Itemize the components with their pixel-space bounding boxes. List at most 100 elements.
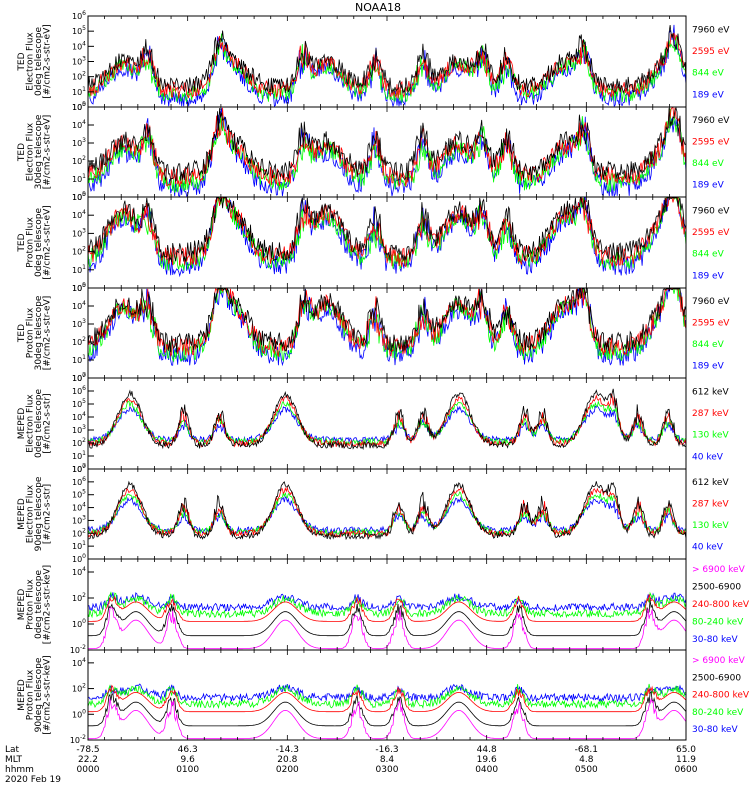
y-tick-label: 102 <box>72 246 86 257</box>
footer-row-label: hhmm <box>5 765 34 775</box>
footer-hhmm: 0600 <box>675 765 698 775</box>
y-tick-label: 103 <box>72 56 86 67</box>
footer-mlt: 19.6 <box>477 755 497 765</box>
y-tick-label: 104 <box>72 300 86 311</box>
footer-hhmm: 0300 <box>376 765 399 775</box>
y-tick-label: 103 <box>72 227 86 238</box>
y-tick-label: 102 <box>72 336 86 347</box>
series-line-7-2 <box>88 599 687 637</box>
legend-entry: 287 keV <box>692 500 729 510</box>
series-line-8-3 <box>88 684 687 713</box>
y-tick-label: 105 <box>72 101 86 112</box>
legend-entry: 30-80 keV <box>692 635 738 645</box>
series-line-7-4 <box>87 591 687 619</box>
panel-frame <box>87 196 687 289</box>
panel-2: 100 101 102 103 104 105 TEDElectron Flux30deg … <box>17 101 730 202</box>
legend-entry: 189 eV <box>692 271 725 281</box>
footer-mlt: 20.8 <box>277 755 297 765</box>
y-tick-label: 106 <box>72 476 86 487</box>
panel-5: 100 101 102 103 104 105 106 107 MEPEDElectron Fl… <box>17 372 729 474</box>
legend-entry: > 6900 keV <box>692 656 746 666</box>
y-tick-label: 101 <box>72 450 86 461</box>
y-tick-label: 103 <box>72 318 86 329</box>
y-tick-label: 101 <box>72 540 86 551</box>
y-tick-label: 100 <box>72 191 86 202</box>
series-line-5-4 <box>87 405 687 445</box>
y-tick-label: 102 <box>72 527 86 538</box>
y-tick-label: 101 <box>72 86 86 97</box>
footer-row-label: Lat <box>5 745 20 755</box>
series-line-7-5 <box>88 592 687 613</box>
series-line-3-1 <box>87 197 687 262</box>
legend-entry: 30-80 keV <box>692 725 738 735</box>
y-tick-label: 101 <box>72 354 86 365</box>
legend-entry: 130 keV <box>692 521 729 531</box>
series-line-6-3 <box>87 491 687 537</box>
footer-row-label: MLT <box>5 755 23 765</box>
footer-mlt: 11.9 <box>676 755 696 765</box>
legend-entry: 130 keV <box>692 431 729 441</box>
y-tick-label: 102 <box>72 592 86 603</box>
panel-7: 10-2 100 102 104 MEPEDProton Flux0deg telesc… <box>17 558 750 655</box>
legend-entry: 240-800 keV <box>692 600 750 610</box>
y-tick-label: 105 <box>72 489 86 500</box>
y-axis-label: TEDProton Flux0deg telescope[#/cm2-s-str… <box>17 205 53 280</box>
legend-entry: 189 eV <box>692 180 725 190</box>
legend-entry: 40 keV <box>692 452 724 462</box>
y-tick-label: 101 <box>72 173 86 184</box>
series-line-1-3 <box>87 33 687 103</box>
legend-entry: 844 eV <box>692 159 725 169</box>
series-line-7-3 <box>88 593 687 622</box>
y-axis-label: TEDElectron Flux0deg telescope[#/cm2-s-s… <box>17 24 53 99</box>
legend-entry: 7960 eV <box>692 297 730 307</box>
legend-entry: 7960 eV <box>692 25 730 35</box>
legend-entry: 2595 eV <box>692 138 730 148</box>
legend-entry: 844 eV <box>692 69 725 79</box>
y-tick-label: 104 <box>72 209 86 220</box>
series-line-8-4 <box>87 683 687 710</box>
y-tick-label: 104 <box>72 566 86 577</box>
y-tick-label: 10-2 <box>70 644 86 655</box>
y-tick-label: 105 <box>72 25 86 36</box>
y-tick-label: 105 <box>72 398 86 409</box>
y-tick-label: 104 <box>72 411 86 422</box>
legend-entry: 2595 eV <box>692 319 730 329</box>
y-tick-label: 100 <box>72 282 86 293</box>
panel-1: 100 101 102 103 104 105 106 TEDElectron Flux0de… <box>17 10 730 112</box>
footer-mlt: 22.2 <box>78 755 98 765</box>
y-axis-label: TEDProton Flux30deg telescope[#/cm2-s-st… <box>17 295 53 370</box>
footer-hhmm: 0000 <box>77 765 100 775</box>
panel-frame <box>87 558 687 651</box>
y-tick-label: 104 <box>72 502 86 513</box>
legend-entry: 2500-6900 <box>692 673 741 683</box>
chart-title: NOAA18 <box>355 1 401 14</box>
y-tick-label: 100 <box>72 101 86 112</box>
footer-lat: -78.5 <box>76 745 99 755</box>
footer-mlt: 4.8 <box>579 755 594 765</box>
y-axis-label: TEDElectron Flux30deg telescope[#/cm2-s-… <box>17 114 53 189</box>
footer-hhmm: 0100 <box>176 765 199 775</box>
y-tick-label: 10-2 <box>70 734 86 745</box>
y-tick-label: 100 <box>72 372 86 383</box>
series-line-5-3 <box>87 400 687 447</box>
footer-lat: -16.3 <box>375 745 398 755</box>
footer-hhmm: 0200 <box>276 765 299 775</box>
series-line-1-1 <box>87 24 687 95</box>
y-tick-label: 100 <box>72 618 86 629</box>
legend-entry: 612 keV <box>692 387 729 397</box>
y-tick-label: 103 <box>72 424 86 435</box>
y-tick-label: 100 <box>72 463 86 474</box>
legend-entry: 7960 eV <box>692 206 730 216</box>
y-tick-label: 101 <box>72 264 86 275</box>
footer-mlt: 9.6 <box>181 755 196 765</box>
legend-entry: 844 eV <box>692 250 725 260</box>
y-tick-label: 103 <box>72 514 86 525</box>
panel-4: 100 101 102 103 104 105 TEDProton Flux30deg te… <box>17 282 730 383</box>
y-tick-label: 104 <box>72 657 86 668</box>
legend-entry: 189 eV <box>692 90 725 100</box>
footer-lat: 65.0 <box>676 745 696 755</box>
y-tick-label: 107 <box>72 463 86 474</box>
y-axis-label: MEPEDProton Flux0deg telescope[#/cm2-s-s… <box>17 565 53 644</box>
